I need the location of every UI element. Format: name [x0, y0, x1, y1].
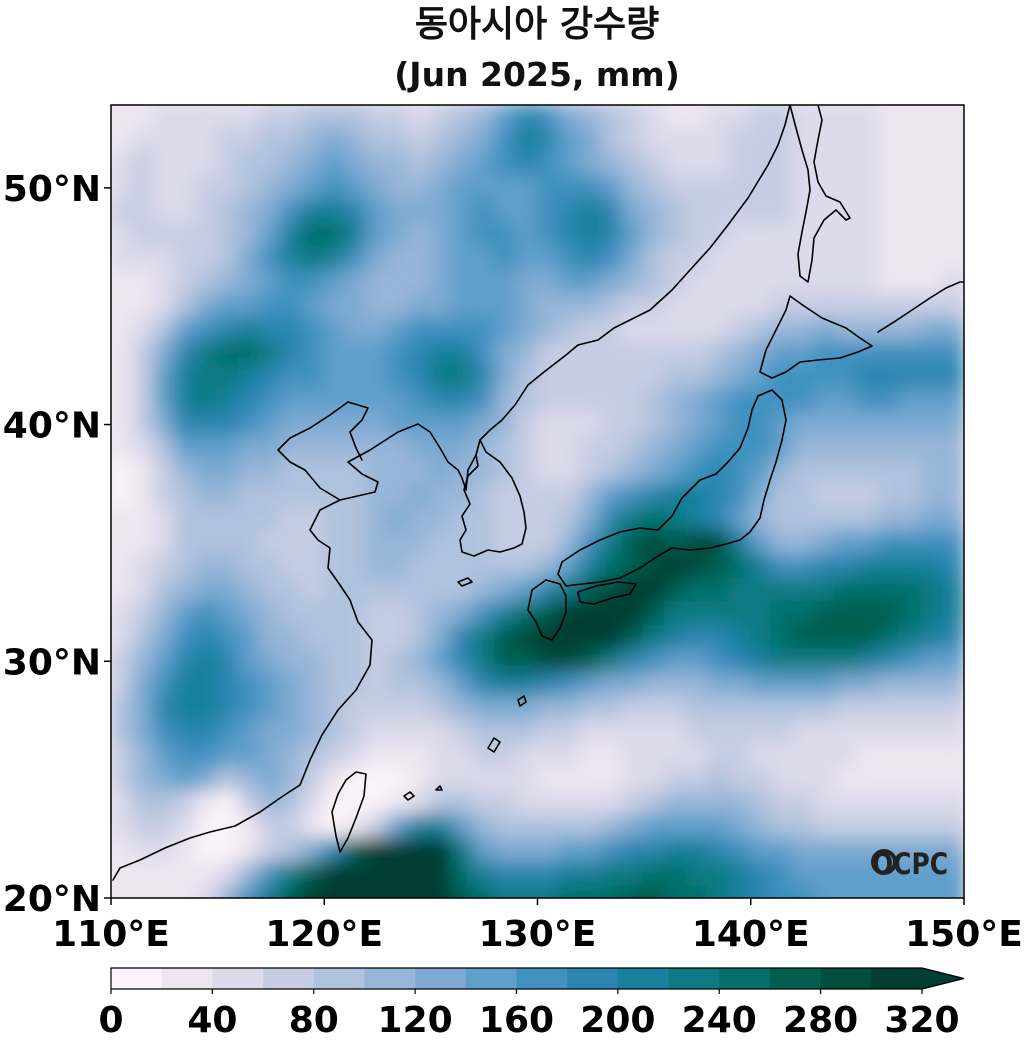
precip-cell	[579, 885, 603, 898]
colorbar-segment	[263, 968, 315, 989]
colorbar-tick-label: 0	[98, 1000, 123, 1041]
precip-cell	[749, 885, 774, 898]
ocpc-logo: OCPC	[871, 847, 948, 881]
precip-cell	[174, 885, 198, 898]
precip-cell	[515, 885, 539, 898]
coastline-bohai-shandong	[277, 401, 369, 501]
chart-title-line1: 동아시아 강수량	[415, 4, 659, 45]
coastline-kyushu	[527, 579, 567, 641]
coastline-honshu	[557, 389, 787, 587]
y-tick-label: 40°N	[3, 406, 101, 447]
precip-cell	[216, 885, 240, 898]
y-tick-label: 50°N	[3, 169, 101, 210]
x-tick-label: 130°E	[479, 914, 597, 955]
precip-cell	[301, 885, 326, 898]
precip-cell	[387, 885, 411, 898]
precip-cell	[152, 885, 176, 898]
precip-cell	[941, 885, 964, 898]
colorbar: 0 40 80 120 160 200 240 280 320	[98, 967, 965, 1041]
precip-cell	[899, 885, 923, 898]
precip-cell	[728, 885, 752, 898]
colorbar-segment	[313, 968, 366, 989]
precip-cell	[685, 885, 710, 898]
precip-cell	[111, 885, 134, 898]
colorbar-segment	[668, 968, 720, 989]
y-axis: 20°N 30°N 40°N 50°N	[3, 169, 111, 920]
colorbar-extend-arrow	[922, 968, 964, 989]
y-tick-label: 30°N	[3, 642, 101, 683]
precip-cell	[835, 885, 859, 898]
precip-cell	[600, 885, 624, 898]
map-area	[111, 105, 964, 898]
x-tick-label: 150°E	[905, 914, 1023, 955]
precip-cell	[472, 885, 496, 898]
precip-cell	[131, 885, 155, 898]
precip-cell	[707, 885, 731, 898]
coastline-hokkaido	[759, 295, 873, 379]
ocpc-logo-mark	[871, 849, 897, 875]
coastline-hainan-ryukyu-islets	[403, 577, 527, 801]
colorbar-segment	[719, 968, 771, 989]
precip-cell	[536, 885, 560, 898]
precip-cell	[557, 885, 582, 898]
colorbar-segment	[415, 968, 467, 989]
y-tick-label: 20°N	[3, 879, 101, 920]
colorbar-tick-label: 200	[580, 1000, 655, 1041]
colorbar-outline	[110, 967, 965, 990]
precip-cell	[813, 885, 837, 898]
precip-cell	[429, 885, 454, 898]
colorbar-segment	[465, 968, 518, 989]
colorbar-segment	[871, 968, 923, 989]
coastline-mainland-asia	[112, 105, 791, 881]
colorbar-tick-label: 40	[187, 1000, 237, 1041]
colorbar-segment	[769, 968, 822, 989]
ocpc-logo-text: OCPC	[872, 847, 948, 881]
precip-cell	[344, 885, 368, 898]
coastline-sakhalin	[789, 105, 851, 283]
precip-cell	[365, 885, 390, 898]
precipitation-field	[111, 105, 964, 898]
coastlines	[112, 105, 964, 881]
precip-cell	[856, 885, 880, 898]
colorbar-tick-label: 160	[479, 1000, 554, 1041]
precip-cell	[920, 885, 944, 898]
colorbar-tick-label: 80	[289, 1000, 339, 1041]
precip-cell	[451, 885, 475, 898]
precip-cell	[195, 885, 219, 898]
precip-cell	[237, 885, 262, 898]
x-axis: 110°E 120°E 130°E 140°E 150°E	[52, 898, 1023, 955]
colorbar-segment	[617, 968, 670, 989]
colorbar-segment	[212, 968, 264, 989]
precip-cell	[280, 885, 304, 898]
precip-cell	[259, 885, 283, 898]
x-tick-label: 110°E	[52, 914, 170, 955]
coastline-shikoku	[577, 581, 637, 605]
colorbar-tick-label: 280	[783, 1000, 858, 1041]
colorbar-segment	[567, 968, 619, 989]
colorbar-segment	[516, 968, 568, 989]
precip-cell	[408, 885, 432, 898]
coastline-taiwan	[331, 771, 367, 853]
precip-cell	[792, 885, 816, 898]
colorbar-segment	[161, 968, 213, 989]
colorbar-segment	[364, 968, 416, 989]
precip-cell	[323, 885, 347, 898]
colorbar-tick-label: 120	[378, 1000, 453, 1041]
colorbar-tick-label: 320	[884, 1000, 959, 1041]
precip-cell	[493, 885, 518, 898]
precip-cell	[877, 885, 901, 898]
coastline-kuril-islands	[877, 281, 964, 333]
x-tick-label: 140°E	[692, 914, 810, 955]
precip-cell	[643, 885, 667, 898]
precip-cell	[621, 885, 646, 898]
colorbar-tick-label: 240	[682, 1000, 757, 1041]
x-tick-label: 120°E	[265, 914, 383, 955]
colorbar-segment	[820, 968, 872, 989]
precip-cell	[771, 885, 795, 898]
colorbar-segment	[111, 968, 163, 989]
coastline-korean-peninsula	[459, 439, 527, 557]
chart-title-line2: (Jun 2025, mm)	[394, 55, 680, 94]
precip-cell	[664, 885, 688, 898]
